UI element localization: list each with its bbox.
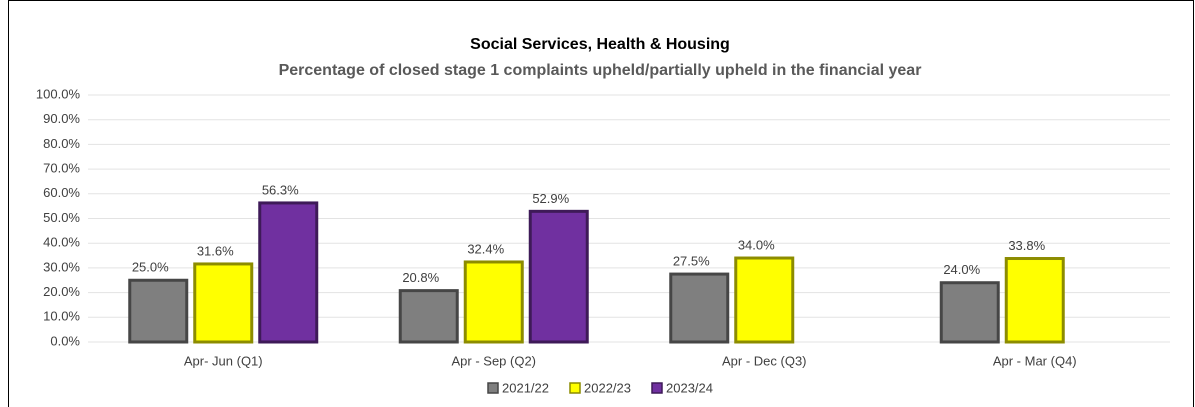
bar <box>128 278 189 344</box>
data-label: 34.0% <box>738 237 775 252</box>
legend-swatch <box>487 382 499 394</box>
data-label: 31.6% <box>197 243 234 258</box>
data-label: 27.5% <box>673 254 710 269</box>
legend-label: 2022/23 <box>584 380 631 395</box>
bar <box>1004 257 1065 344</box>
bar <box>528 209 589 344</box>
y-tick-label: 50.0% <box>43 210 80 225</box>
y-tick-label: 10.0% <box>43 309 80 324</box>
legend-swatch <box>651 382 663 394</box>
x-tick-label: Apr- Jun (Q1) <box>184 353 263 368</box>
data-label: 24.0% <box>943 262 980 277</box>
bar <box>734 256 795 344</box>
bar <box>669 272 730 344</box>
data-label: 56.3% <box>262 182 299 197</box>
y-tick-label: 0.0% <box>50 333 80 348</box>
data-label: 52.9% <box>532 191 569 206</box>
data-label: 33.8% <box>1008 238 1045 253</box>
y-tick-label: 20.0% <box>43 284 80 299</box>
bar <box>463 260 524 344</box>
data-label: 25.0% <box>132 260 169 275</box>
y-tick-label: 90.0% <box>43 111 80 126</box>
legend-label: 2021/22 <box>502 380 549 395</box>
x-tick-label: Apr - Mar (Q4) <box>993 353 1077 368</box>
y-tick-label: 100.0% <box>36 86 81 101</box>
legend-label: 2023/24 <box>666 380 713 395</box>
x-tick-label: Apr - Sep (Q2) <box>451 353 536 368</box>
x-tick-label: Apr - Dec (Q3) <box>722 353 807 368</box>
bar <box>398 289 459 344</box>
chart-subtitle: Percentage of closed stage 1 complaints … <box>279 62 922 79</box>
chart-title: Social Services, Health & Housing <box>470 36 730 53</box>
bar <box>258 201 319 344</box>
bar <box>193 262 254 344</box>
y-tick-label: 30.0% <box>43 259 80 274</box>
y-tick-label: 70.0% <box>43 161 80 176</box>
y-tick-label: 60.0% <box>43 185 80 200</box>
y-tick-label: 80.0% <box>43 136 80 151</box>
data-label: 32.4% <box>467 241 504 256</box>
y-tick-label: 40.0% <box>43 235 80 250</box>
bar <box>939 281 1000 344</box>
legend-swatch <box>569 382 581 394</box>
data-label: 20.8% <box>402 270 439 285</box>
